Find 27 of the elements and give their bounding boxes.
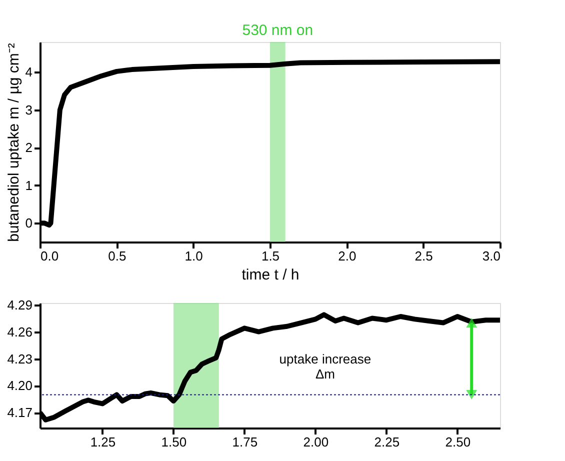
x-tick-label: 2.0 <box>338 248 356 264</box>
y-tick-label: 3 <box>25 102 32 118</box>
y-tick-label: 4.26 <box>7 324 32 340</box>
x-tick-label: 3.0 <box>482 248 500 264</box>
y-tick-label: 4.20 <box>7 378 32 394</box>
x-tick-label: 1.5 <box>261 248 280 264</box>
x-tick-label: 0.0 <box>40 248 59 264</box>
y-tick-label: 4.17 <box>7 405 32 420</box>
x-tick-label: 2.25 <box>374 434 400 450</box>
y-tick-label: 1 <box>25 178 32 193</box>
y-axis-title: butanediol uptake m / µg cm⁻² <box>5 43 22 242</box>
y-tick-label: 4.23 <box>7 351 32 366</box>
x-axis-title: time t / h <box>242 266 300 284</box>
y-tick-label: 4 <box>25 64 32 80</box>
x-tick-label: 1.0 <box>184 248 203 264</box>
x-tick-label: 0.5 <box>108 248 126 264</box>
x-tick-label: 2.00 <box>303 434 329 450</box>
x-tick-label: 1.75 <box>232 434 258 450</box>
y-tick-label: 4.29 <box>7 297 32 312</box>
x-tick-label: 1.50 <box>161 434 187 450</box>
band-label: 530 nm on <box>242 22 314 39</box>
y-tick-label: 0 <box>25 216 32 231</box>
x-tick-label: 2.5 <box>414 248 433 264</box>
y-tick-label: 2 <box>25 140 32 156</box>
x-tick-label: 2.50 <box>445 434 471 450</box>
x-tick-label: 1.25 <box>90 434 116 450</box>
annotation: uptake increase Δm <box>279 351 372 382</box>
